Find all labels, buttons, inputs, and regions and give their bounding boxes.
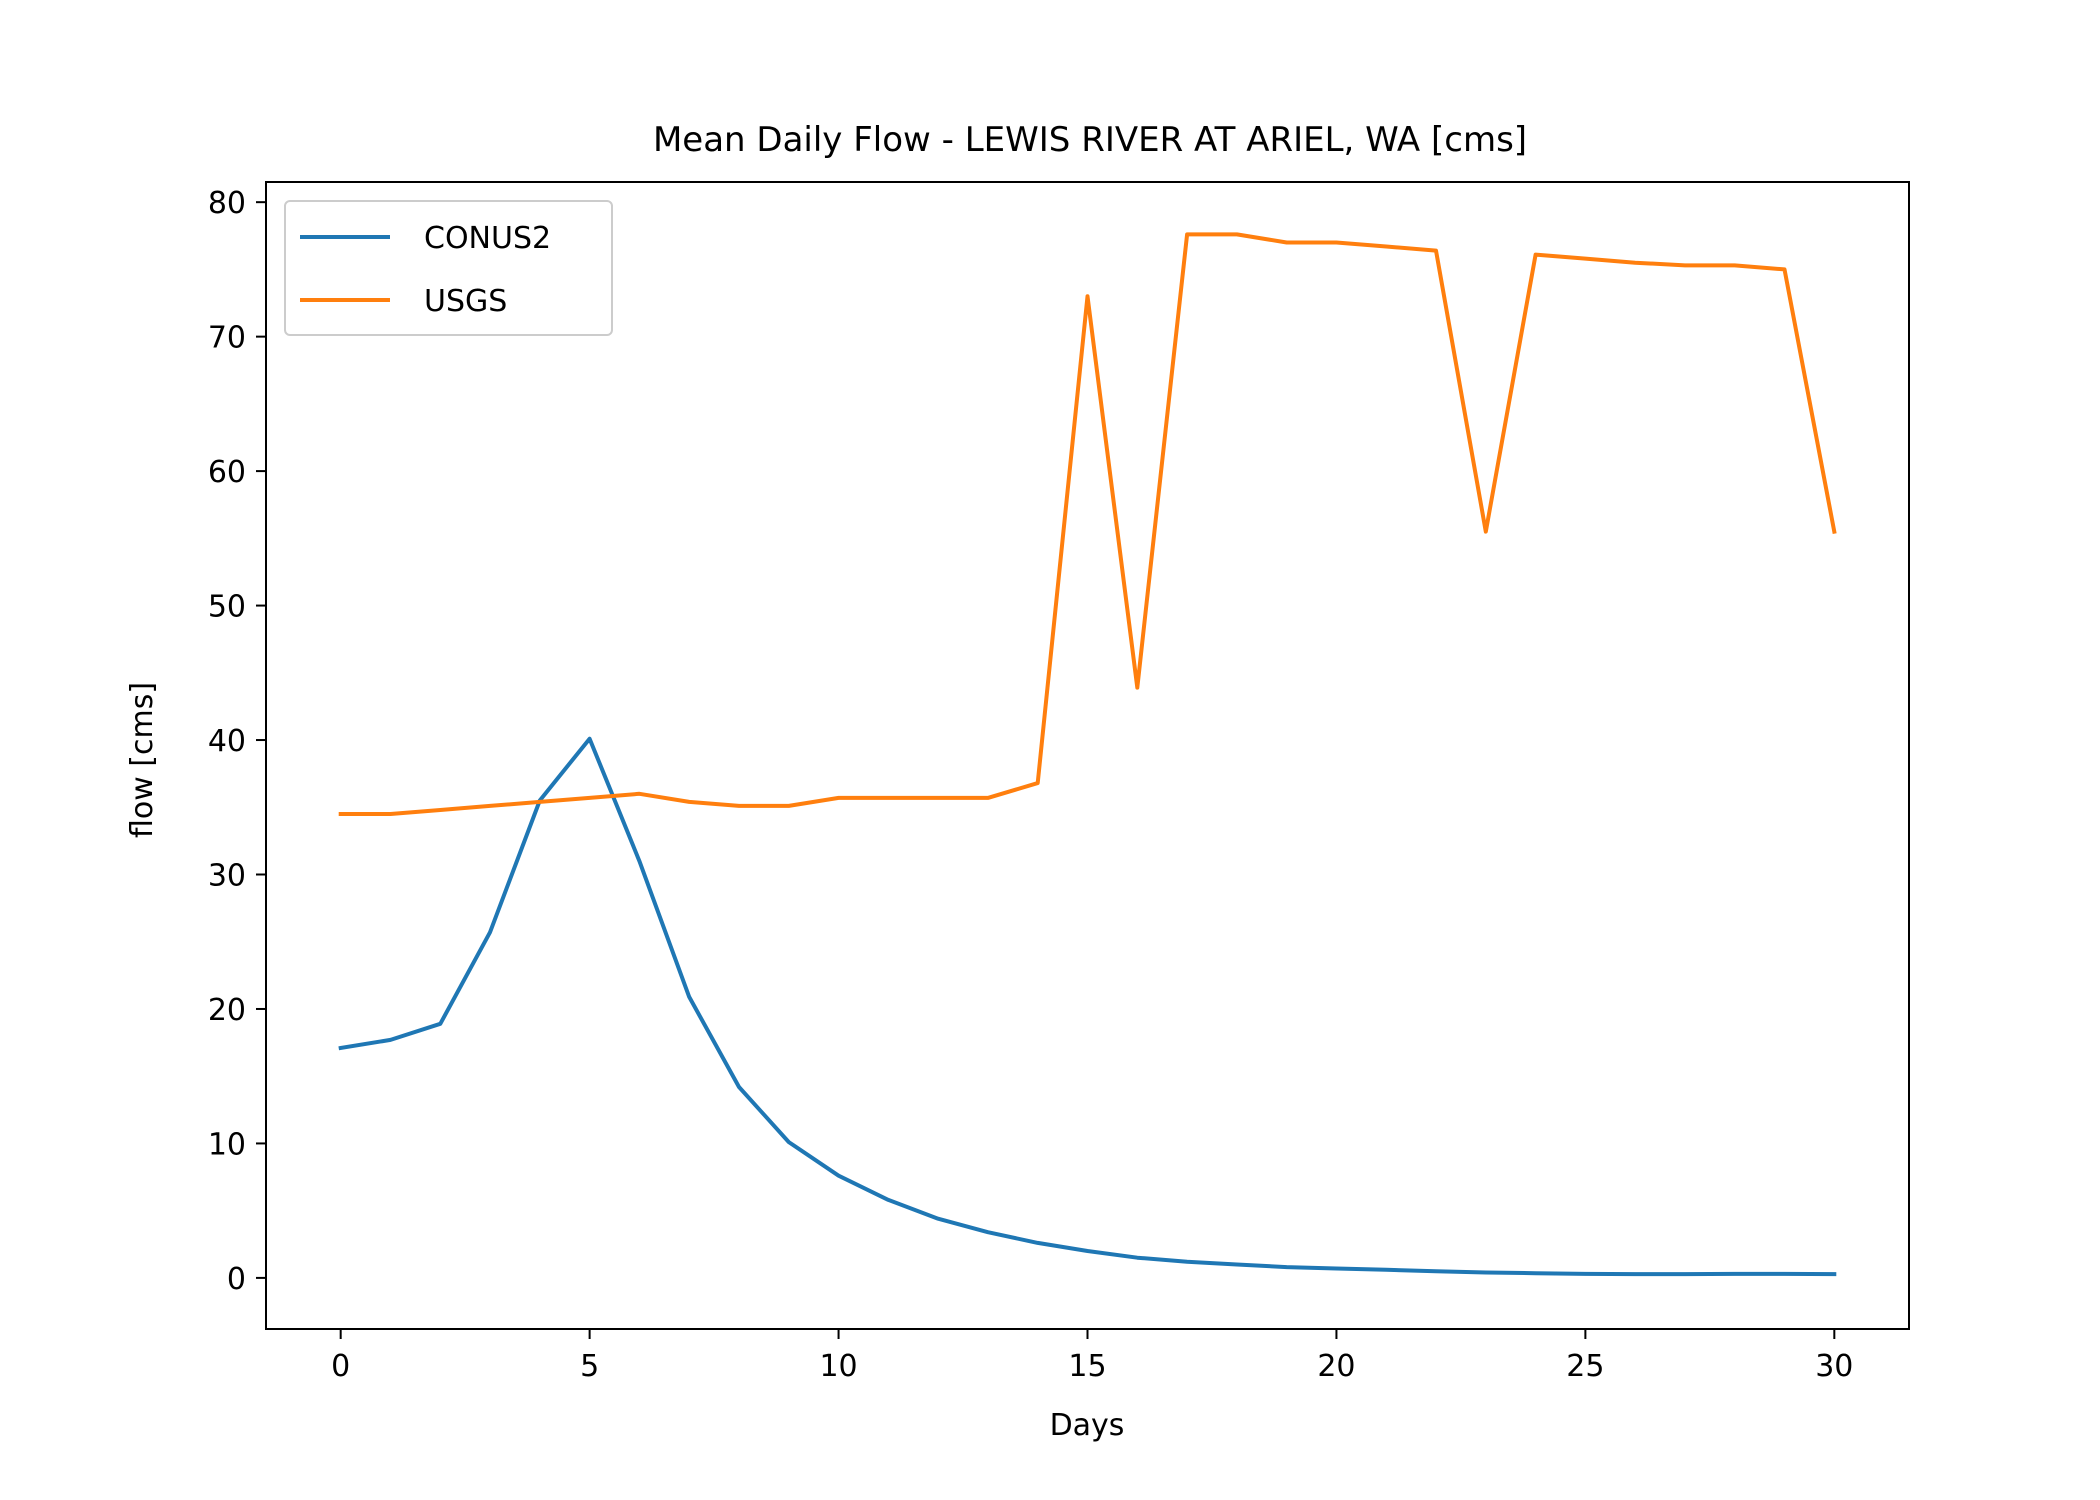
chart-title: Mean Daily Flow - LEWIS RIVER AT ARIEL, … bbox=[653, 120, 1527, 160]
y-tick-label: 0 bbox=[227, 1262, 246, 1297]
axes: 0 5 10 15 20 25 30 0 10 20 30 40 50 60 70 80 bbox=[208, 186, 1854, 1384]
y-tick-label: 30 bbox=[208, 859, 246, 894]
legend-label-conus2: CONUS2 bbox=[424, 221, 551, 256]
y-tick-label: 60 bbox=[208, 455, 246, 490]
x-tick-label: 15 bbox=[1068, 1349, 1106, 1384]
x-tick-label: 10 bbox=[819, 1349, 857, 1384]
y-tick-label: 10 bbox=[208, 1127, 246, 1162]
x-tick-label: 25 bbox=[1566, 1349, 1604, 1384]
y-tick-label: 20 bbox=[208, 993, 246, 1028]
series-line-conus2 bbox=[338, 736, 1837, 1277]
series-lines bbox=[338, 232, 1837, 1277]
legend: CONUS2 USGS bbox=[284, 200, 613, 336]
y-tick-label: 80 bbox=[208, 186, 246, 221]
x-axis-label: Days bbox=[1050, 1408, 1125, 1443]
x-tick-label: 0 bbox=[331, 1349, 350, 1384]
y-tick-label: 50 bbox=[208, 590, 246, 625]
x-tick-label: 5 bbox=[580, 1349, 599, 1384]
series-line-usgs bbox=[338, 232, 1837, 816]
y-axis-label: flow [cms] bbox=[125, 682, 160, 838]
plot-frame bbox=[265, 181, 1910, 1330]
x-tick-label: 30 bbox=[1815, 1349, 1853, 1384]
legend-label-usgs: USGS bbox=[424, 284, 507, 319]
x-tick-label: 20 bbox=[1317, 1349, 1355, 1384]
y-tick-label: 40 bbox=[208, 724, 246, 759]
y-tick-label: 70 bbox=[208, 321, 246, 356]
